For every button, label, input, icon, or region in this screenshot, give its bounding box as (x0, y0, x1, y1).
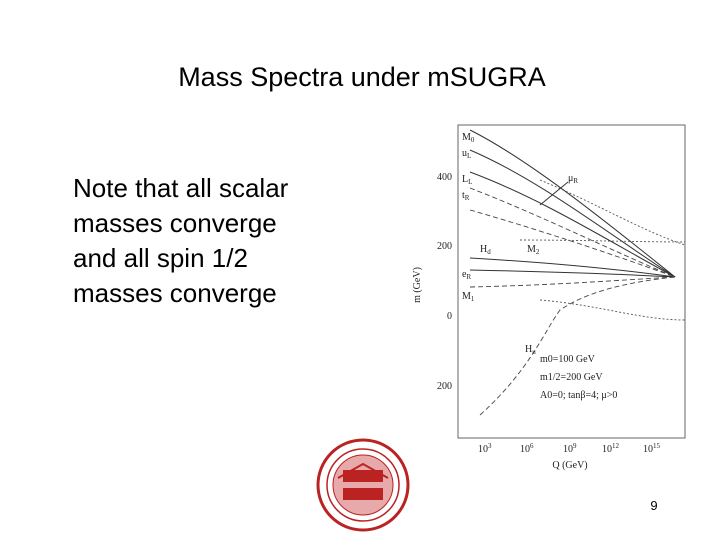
pointer (539, 181, 569, 206)
curve (469, 269, 676, 278)
curve (469, 276, 676, 288)
curve-label: LL (462, 174, 472, 186)
curve-label: M2 (527, 244, 540, 256)
university-seal (316, 438, 410, 532)
x-tick-label: 1012 (602, 442, 620, 455)
curve-label: μR (568, 173, 578, 185)
page-number: 9 (650, 498, 657, 513)
curve (469, 257, 676, 278)
curves (469, 129, 686, 416)
curve (519, 239, 686, 243)
y-tick-label: 200 (437, 241, 452, 252)
plot-frame (457, 124, 686, 439)
x-tick-label: 109 (563, 442, 577, 455)
parameter: A0=0; tanβ=4; μ>0 (540, 390, 617, 401)
parameter: m0=100 GeV (540, 354, 596, 365)
x-tick-label: 106 (520, 442, 534, 455)
body-line: Note that all scalar (73, 173, 289, 203)
x-tick-label: 103 (478, 442, 492, 455)
curve (539, 299, 686, 321)
curve (469, 209, 676, 278)
curve (469, 187, 676, 278)
y-tick-label: 0 (447, 311, 452, 322)
x-tick-label: 1015 (643, 442, 661, 455)
curve (469, 171, 676, 278)
curve-label: Hd (480, 244, 491, 256)
curve (469, 149, 676, 278)
curve-label: M0 (462, 132, 475, 144)
x-axis-label: Q (GeV) (552, 460, 587, 471)
body-line: masses converge (73, 208, 277, 238)
curve-label: uL (462, 148, 471, 160)
curve-label: M1 (462, 291, 475, 303)
y-axis-label: m (GeV) (412, 267, 423, 303)
curve-label: Hu (525, 344, 536, 356)
curve-label: tR (462, 190, 470, 202)
parameter: m1/2=200 GeV (540, 372, 603, 383)
body-line: and all spin 1/2 (73, 243, 248, 273)
curve (469, 129, 676, 278)
curve-label: eR (462, 269, 471, 281)
y-tick-label: 200 (437, 381, 452, 392)
slide-title: Mass Spectra under mSUGRA (178, 62, 546, 92)
figure: m (GeV) Q (GeV) 400 200 0 200 103 106 10… (412, 124, 686, 471)
curve (479, 276, 676, 416)
body-line: masses converge (73, 278, 277, 308)
y-tick-label: 400 (437, 172, 452, 183)
